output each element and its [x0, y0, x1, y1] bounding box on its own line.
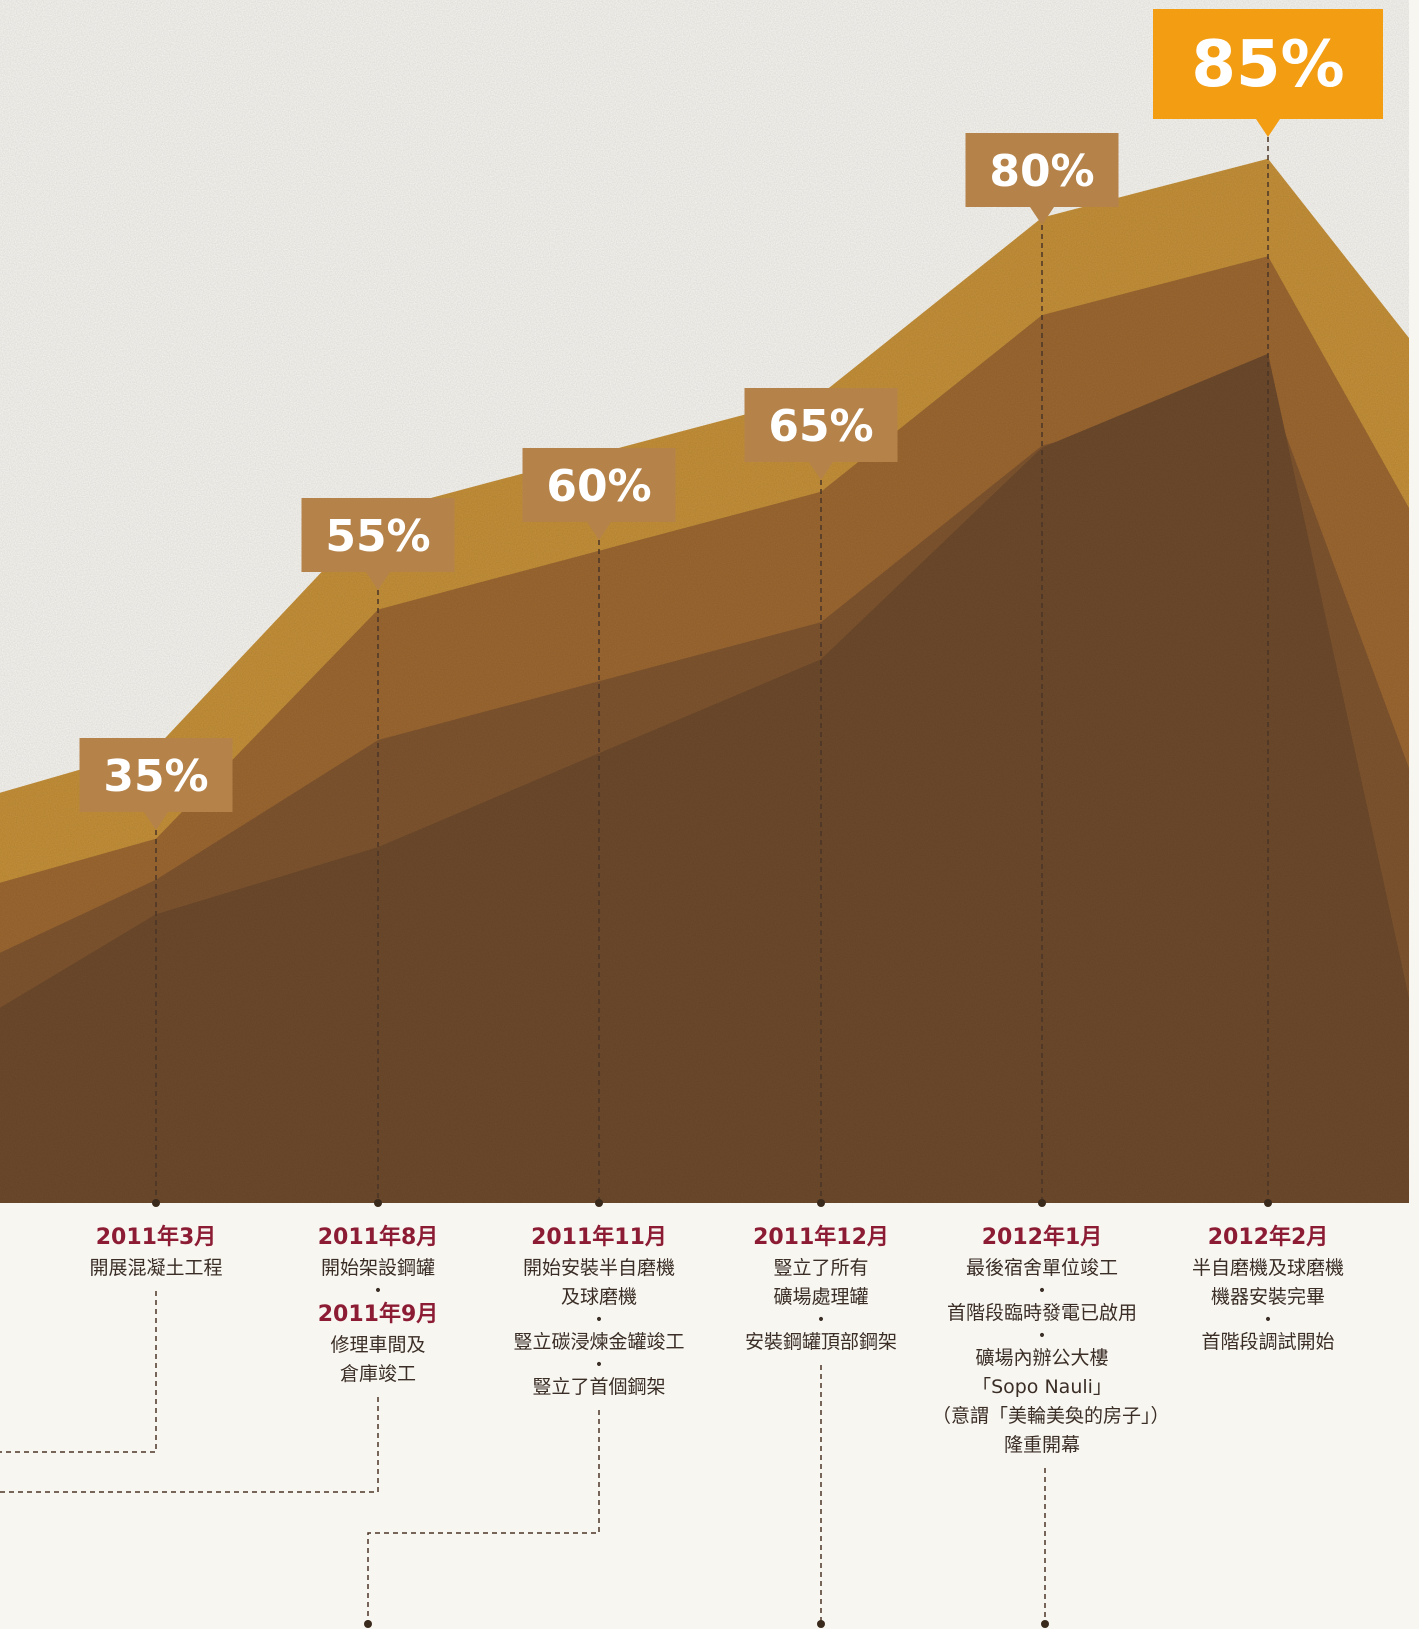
- callout-box: [522, 448, 676, 522]
- callout-pointer: [366, 572, 390, 590]
- callout-pointer: [809, 462, 833, 480]
- callout-2: 60%: [522, 448, 676, 540]
- connector-dot: [1041, 1620, 1049, 1628]
- callout-box: [965, 133, 1119, 207]
- callout-box: [1153, 9, 1383, 119]
- milestone-date: 2011年3月: [95, 1225, 217, 1250]
- callout-4: 80%: [965, 133, 1119, 225]
- connector-dot: [364, 1620, 372, 1628]
- callout-label: 80%: [989, 146, 1094, 197]
- milestone-text: 最後宿舍單位竣工: [965, 1257, 1118, 1279]
- milestone-text: 首階段臨時發電已啟用: [946, 1302, 1137, 1324]
- bullet-separator: •: [373, 1283, 383, 1299]
- milestone-text: 安裝鋼罐頂部鋼架: [744, 1331, 897, 1353]
- milestone-date: 2011年11月: [531, 1225, 667, 1250]
- callout-box: [744, 388, 898, 462]
- callout-5: 85%: [1153, 9, 1383, 137]
- baseline-dot: [1264, 1199, 1272, 1207]
- milestone-text: 開展混凝土工程: [89, 1257, 223, 1279]
- callout-pointer: [144, 812, 168, 830]
- baseline-dot: [1038, 1199, 1046, 1207]
- milestone-text: （意謂「美輪美奐的房子」）: [932, 1405, 1170, 1427]
- connector-nov2011: [367, 1410, 600, 1622]
- milestone-mar2011: 2011年3月 開展混凝土工程: [46, 1222, 266, 1283]
- percentage-callouts: 35% 55% 60% 65% 80% 85%: [79, 9, 1383, 830]
- milestone-dec2011: 2011年12月 豎立了所有礦場處理罐 • 安裝鋼罐頂部鋼架: [711, 1222, 931, 1357]
- milestone-date: 2012年1月: [981, 1225, 1103, 1250]
- callout-3: 65%: [744, 388, 898, 480]
- milestone-text: 倉庫竣工: [339, 1363, 416, 1385]
- callout-pointer: [1256, 119, 1280, 137]
- milestone-date: 2012年2月: [1207, 1225, 1329, 1250]
- milestone-text: 開始架設鋼罐: [320, 1257, 435, 1279]
- baseline-dot: [595, 1199, 603, 1207]
- callout-label: 85%: [1191, 28, 1344, 102]
- callout-label: 65%: [768, 401, 873, 452]
- baseline-dot: [152, 1199, 160, 1207]
- bullet-separator: •: [594, 1357, 604, 1373]
- baseline-dot: [817, 1199, 825, 1207]
- bullet-separator: •: [1263, 1312, 1273, 1328]
- callout-pointer: [1030, 207, 1054, 225]
- milestone-aug2011: 2011年8月 開始架設鋼罐 • 2011年9月 修理車間及倉庫竣工: [268, 1222, 488, 1389]
- callout-pointer: [587, 522, 611, 540]
- callout-1: 55%: [301, 498, 455, 590]
- area-layers: [0, 158, 1409, 1204]
- callout-label: 55%: [325, 511, 430, 562]
- callout-label: 35%: [103, 751, 208, 802]
- connector-mar2011: [0, 1291, 157, 1453]
- milestone-text: 首階段調試開始: [1201, 1331, 1335, 1353]
- connector-dot: [817, 1620, 825, 1628]
- bullet-separator: •: [816, 1312, 826, 1328]
- baseline-dot: [374, 1199, 382, 1207]
- milestone-text: 豎立了首個鋼架: [532, 1376, 666, 1398]
- callout-label: 60%: [546, 461, 651, 512]
- milestone-text: 機器安裝完畢: [1210, 1286, 1325, 1308]
- milestone-text: 修理車間及: [330, 1334, 426, 1356]
- milestone-text: 豎立了所有: [773, 1257, 869, 1279]
- connector-lines: [152, 137, 1272, 1207]
- milestone-text: 隆重開幕: [1003, 1434, 1080, 1456]
- milestone-text: 及球磨機: [560, 1286, 637, 1308]
- callout-box: [301, 498, 455, 572]
- bullet-separator: •: [594, 1312, 604, 1328]
- connector-aug2011: [0, 1397, 379, 1493]
- milestone-date: 2011年12月: [753, 1225, 889, 1250]
- milestone-jan2012: 2012年1月 最後宿舍單位竣工 • 首階段臨時發電已啟用 • 礦場內辦公大樓 「Sopo …: [932, 1222, 1170, 1460]
- milestone-text: 開始安裝半自磨機: [522, 1257, 675, 1279]
- milestone-text: 礦場處理罐: [773, 1286, 869, 1308]
- callout-box: [79, 738, 233, 812]
- callout-0: 35%: [79, 738, 233, 830]
- bullet-separator: •: [1037, 1328, 1047, 1344]
- milestone-nov2011: 2011年11月 開始安裝半自磨機 及球磨機 • 豎立碳浸煉金罐竣工 • 豎立了首個鋼架: [489, 1222, 709, 1402]
- milestone-text: 「Sopo Nauli」: [972, 1376, 1112, 1398]
- milestone-text: 礦場內辦公大樓: [975, 1347, 1109, 1369]
- milestone-text: 半自磨機及球磨機: [1191, 1257, 1344, 1279]
- milestone-date: 2011年9月: [317, 1302, 439, 1327]
- milestone-feb2012: 2012年2月 半自磨機及球磨機 機器安裝完畢 • 首階段調試開始: [1158, 1222, 1378, 1357]
- milestone-date: 2011年8月: [317, 1225, 439, 1250]
- bullet-separator: •: [1037, 1283, 1047, 1299]
- milestone-text: 豎立碳浸煉金罐竣工: [513, 1331, 685, 1353]
